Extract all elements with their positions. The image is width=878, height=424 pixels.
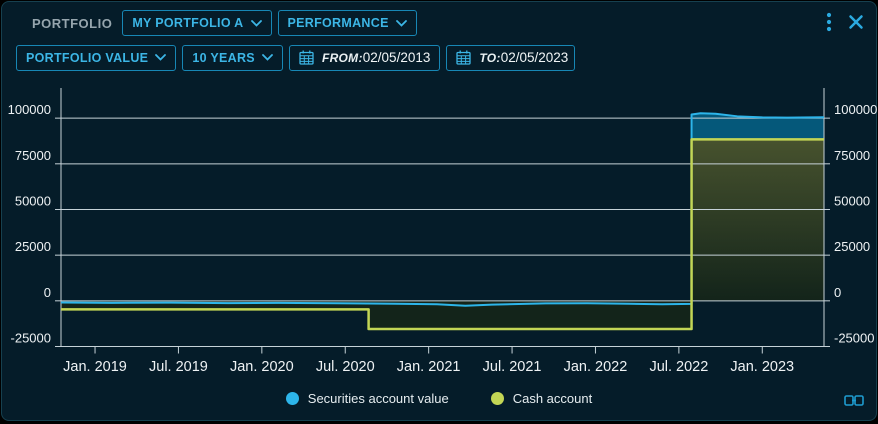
x-tick-label: Jan. 2023 [730, 359, 794, 375]
securities-color-dot [285, 392, 299, 405]
to-date-field[interactable]: TO: 02/05/2023 [446, 44, 576, 71]
kebab-menu-icon[interactable] [824, 12, 834, 32]
y-tick-label: 25000 [15, 239, 51, 254]
title-bar: PORTFOLIO MY PORTFOLIO A PERFORMANCE [32, 9, 417, 37]
chevron-down-icon [262, 54, 273, 61]
y-tick-label: -25000 [11, 331, 51, 346]
x-tick-label: Jul. 2021 [483, 359, 542, 375]
value-type-select[interactable]: PORTFOLIO VALUE [16, 44, 177, 71]
x-tick-label: Jan. 2022 [564, 359, 628, 375]
y-tick-label: 25000 [834, 239, 870, 254]
view-select[interactable]: PERFORMANCE [277, 10, 417, 36]
y-tick-label: 100000 [8, 102, 51, 117]
cash-area [61, 139, 824, 329]
legend-item-cash[interactable]: Cash account [490, 391, 593, 406]
y-tick-label: 50000 [834, 193, 870, 208]
widget-title: PORTFOLIO [32, 15, 113, 31]
portfolio-select-value: MY PORTFOLIO A [132, 16, 244, 30]
x-tick-label: Jan. 2021 [397, 359, 461, 375]
chart-toolbar: PORTFOLIO VALUE 10 YEARS FROM: 02/05/201… [16, 44, 576, 71]
from-date-field[interactable]: FROM: 02/05/2013 [288, 44, 441, 71]
y-tick-label: 100000 [834, 102, 877, 117]
x-tick-label: Jul. 2020 [316, 359, 375, 375]
y-tick-label: -25000 [834, 331, 874, 346]
y-tick-label: 0 [834, 285, 841, 300]
x-tick-label: Jul. 2019 [149, 359, 208, 375]
securities-line [60, 112, 825, 307]
y-tick-label: 0 [44, 285, 51, 300]
legend-label-securities: Securities account value [307, 391, 449, 406]
range-select[interactable]: 10 YEARS [182, 44, 283, 71]
x-tick-label: Jan. 2020 [230, 359, 294, 375]
chevron-down-icon [250, 19, 262, 27]
view-select-value: PERFORMANCE [287, 16, 389, 30]
value-type-select-value: PORTFOLIO VALUE [26, 50, 149, 65]
y-tick-label: 50000 [15, 193, 51, 208]
calendar-icon [299, 50, 314, 65]
x-tick-label: Jan. 2019 [63, 359, 127, 375]
chevron-down-icon [155, 54, 167, 61]
y-tick-label: 75000 [15, 148, 51, 163]
range-select-value: 10 YEARS [192, 50, 255, 65]
to-date-value: 02/05/2023 [500, 50, 569, 65]
chart-legend: Securities account value Cash account [2, 391, 876, 406]
portfolio-select[interactable]: MY PORTFOLIO A [122, 10, 272, 36]
close-icon[interactable] [846, 12, 866, 32]
securities-area [61, 113, 824, 306]
y-tick-label: 75000 [834, 148, 870, 163]
cash-color-dot [490, 392, 504, 405]
cash-line [61, 138, 824, 331]
to-label: TO: [479, 50, 501, 65]
chevron-down-icon [395, 19, 407, 27]
legend-label-cash: Cash account [512, 391, 593, 406]
calendar-icon [456, 50, 472, 65]
link-icon[interactable] [844, 394, 864, 412]
from-date-value: 02/05/2013 [362, 50, 431, 65]
x-tick-label: Jul. 2022 [649, 359, 708, 375]
legend-item-securities[interactable]: Securities account value [285, 391, 449, 406]
from-label: FROM: [321, 50, 363, 65]
